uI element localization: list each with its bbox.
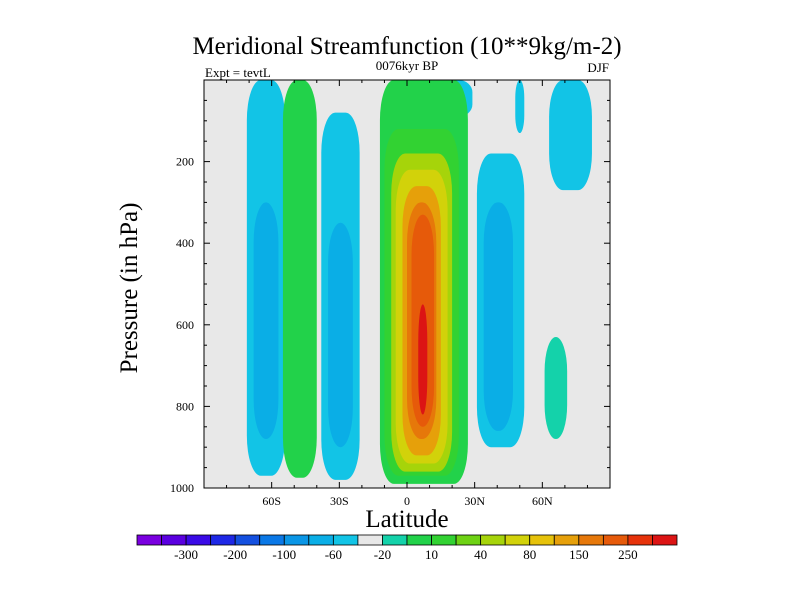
x-tick-label: 60N	[532, 494, 553, 508]
colorbar-box	[332, 534, 359, 546]
contour-region	[418, 304, 428, 415]
colorbar-box	[553, 534, 580, 546]
y-tick-label: 400	[176, 236, 194, 250]
colorbar-box	[161, 534, 187, 546]
colorbar-box	[504, 534, 531, 546]
contour-region	[515, 80, 525, 134]
x-tick-label: 60S	[262, 494, 281, 508]
colorbar-label: 10	[425, 547, 438, 562]
contour-region	[544, 337, 568, 440]
colorbar-label: -200	[223, 547, 247, 562]
contour-region	[549, 80, 592, 191]
colorbar-box	[578, 534, 604, 546]
colorbar-box	[357, 534, 383, 546]
chart-title: Meridional Streamfunction (10**9kg/m-2)	[192, 33, 621, 60]
colorbar-box	[259, 534, 285, 546]
colorbar-label: 80	[523, 547, 536, 562]
colorbar-label: -60	[325, 547, 342, 562]
y-tick-label: 200	[176, 155, 194, 169]
colorbar-box	[480, 534, 506, 546]
colorbar-label: 40	[474, 547, 487, 562]
colorbar-label: -100	[272, 547, 296, 562]
colorbar-box	[602, 534, 629, 546]
colorbar-box	[234, 534, 261, 546]
colorbar-box	[455, 534, 482, 546]
colorbar-box	[406, 534, 432, 546]
x-tick-label: 0	[404, 494, 410, 508]
colorbar-label: 250	[618, 547, 638, 562]
colorbar-box	[283, 534, 310, 546]
y-tick-label: 600	[176, 318, 194, 332]
colorbar-box	[652, 534, 678, 546]
colorbar-box	[382, 534, 408, 546]
contour-region	[483, 202, 514, 431]
colorbar-label: 150	[569, 547, 589, 562]
colorbar-label: -300	[174, 547, 198, 562]
colorbar: -300 -200 -100 -60 -20 10 40 80 150 250	[136, 534, 678, 562]
y-tick-label: 1000	[170, 481, 194, 495]
x-axis-label: Latitude	[365, 506, 448, 533]
colorbar-box	[210, 534, 236, 546]
colorbar-box	[627, 534, 653, 546]
colorbar-box	[308, 534, 334, 546]
colorbar-label: -20	[374, 547, 391, 562]
x-tick-label: 30N	[464, 494, 485, 508]
axis-ticks: 60S 30S 0 30N 60N 200 400 600 800 1000	[170, 80, 611, 508]
colorbar-box	[529, 534, 555, 546]
experiment-label: Expt = tevtL	[205, 65, 271, 80]
contour-region	[282, 80, 317, 478]
time-label: 0076kyr BP	[376, 58, 438, 73]
colorbar-box	[431, 534, 457, 546]
y-tick-label: 800	[176, 399, 194, 413]
colorbar-box	[136, 534, 162, 546]
y-axis-label: Pressure (in hPa)	[116, 203, 143, 374]
season-label: DJF	[587, 60, 609, 75]
contour-region	[328, 222, 353, 448]
plot-area	[203, 79, 611, 489]
x-tick-label: 30S	[330, 494, 349, 508]
contour-region	[253, 202, 279, 440]
colorbar-box	[185, 534, 212, 546]
